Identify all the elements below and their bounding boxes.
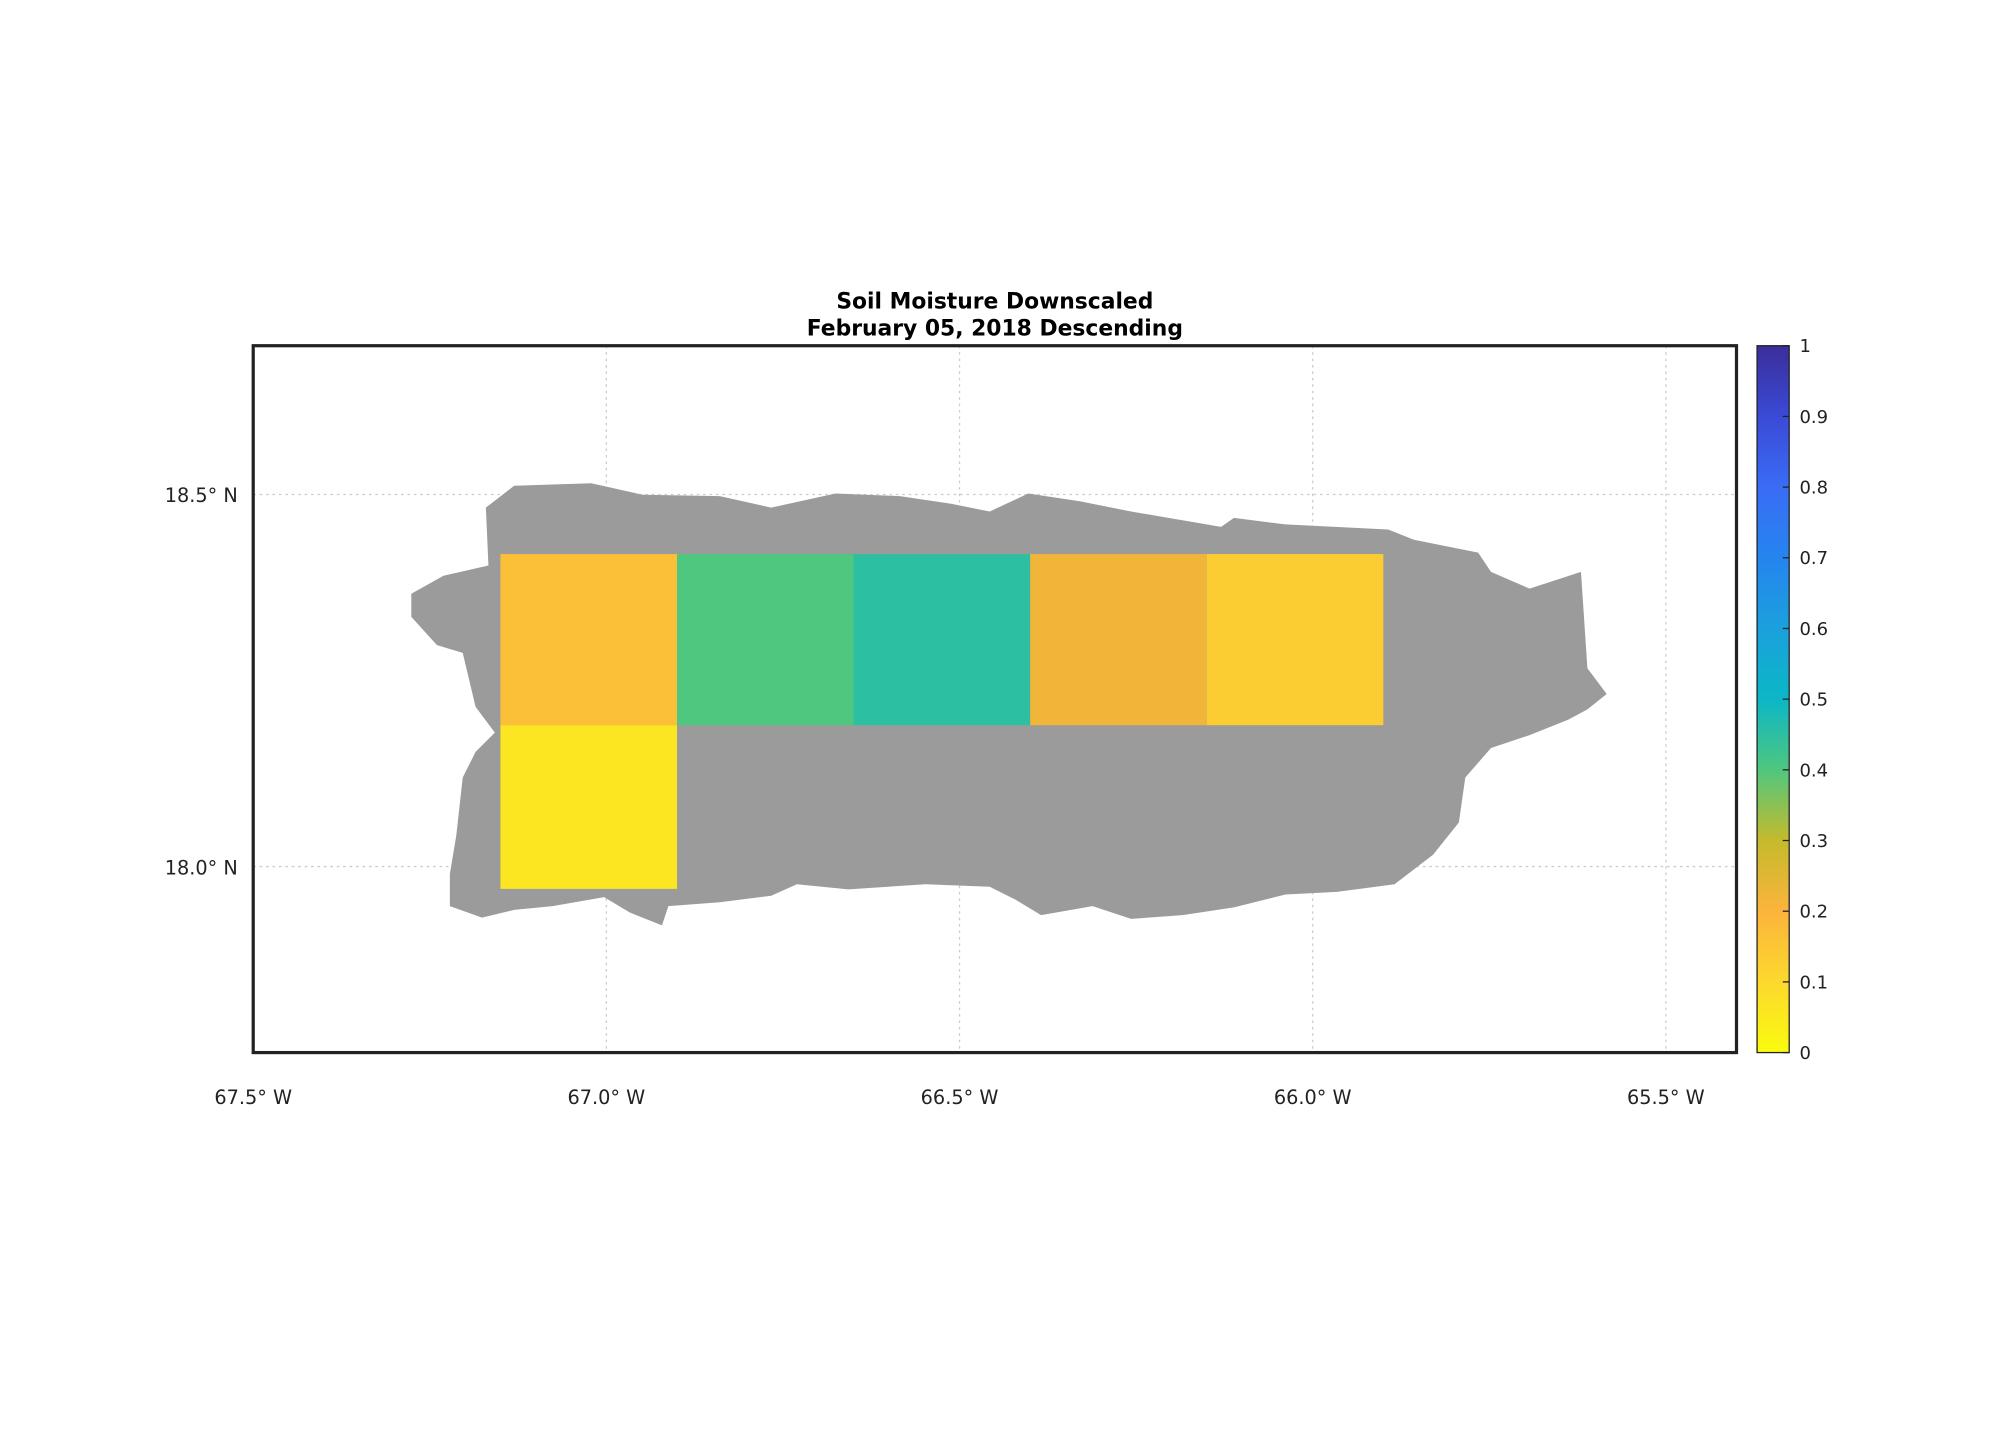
x-tick-label: 66.5° W: [921, 1086, 999, 1109]
colorbar-tick-label: 0.1: [1799, 972, 1828, 993]
moisture-tile: [500, 725, 678, 889]
colorbar-tick-label: 0.3: [1799, 831, 1828, 852]
x-tick-label: 67.5° W: [214, 1086, 292, 1109]
colorbar-tick-label: 0.5: [1799, 690, 1828, 711]
axes-frame: [251, 344, 1739, 1055]
x-tick-label: 66.0° W: [1274, 1086, 1352, 1109]
moisture-tile: [677, 554, 854, 726]
subtitle: February 05, 2018 Descending: [807, 316, 1183, 341]
y-tick-label: 18.0° N: [165, 856, 238, 879]
x-tick-label: 67.0° W: [568, 1086, 646, 1109]
x-tick-label: 65.5° W: [1627, 1086, 1705, 1109]
moisture-tile: [500, 554, 678, 726]
moisture-tile: [853, 554, 1031, 726]
colorbar-tick-label: 0.7: [1799, 548, 1828, 569]
colorbar-tick-label: 0.4: [1799, 760, 1828, 781]
moisture-tile: [1030, 554, 1207, 726]
moisture-tile: [1206, 554, 1384, 726]
colorbar-tick-label: 0.2: [1799, 902, 1828, 923]
colorbar-tick-label: 1: [1799, 336, 1810, 357]
colorbar-tick-label: 0.9: [1799, 407, 1828, 428]
colorbar-tick-label: 0.6: [1799, 619, 1828, 640]
colorbar-tick-label: 0.8: [1799, 478, 1828, 499]
title: Soil Moisture Downscaled: [836, 289, 1153, 314]
colorbar-tick-label: 0: [1799, 1043, 1810, 1064]
y-tick-label: 18.5° N: [165, 484, 238, 507]
